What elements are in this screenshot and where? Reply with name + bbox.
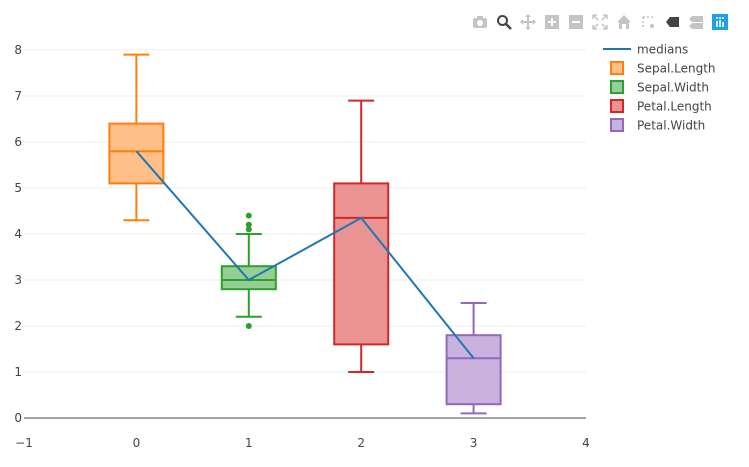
zoom-out-icon[interactable]: [567, 13, 585, 31]
y-tick-label: 4: [14, 227, 22, 241]
zoom-icon[interactable]: [495, 13, 513, 31]
modebar: [471, 12, 729, 32]
y-tick-label: 6: [14, 135, 22, 149]
y-tick-label: 3: [14, 273, 22, 287]
x-tick-label: 1: [245, 436, 253, 450]
legend-label: Sepal.Length: [637, 62, 716, 76]
box-iqr: [445, 334, 502, 406]
legend-swatch: [610, 99, 624, 113]
autoscale-icon[interactable]: [591, 13, 609, 31]
hover-closest-icon[interactable]: [663, 13, 681, 31]
box-sepal-length: [108, 53, 165, 222]
legend-swatch: [610, 80, 624, 94]
box-iqr: [108, 122, 165, 185]
reset-axes-icon[interactable]: [615, 13, 633, 31]
box-sepal-width: [220, 212, 277, 329]
medians-line: [135, 150, 475, 359]
hover-compare-icon[interactable]: [687, 13, 705, 31]
legend-label-medians: medians: [637, 43, 688, 57]
outlier-point: [245, 212, 252, 219]
legend-swatch: [610, 118, 624, 132]
y-tick-label: 8: [14, 43, 22, 57]
y-tick-label: 2: [14, 319, 22, 333]
y-tick-label: 1: [14, 365, 22, 379]
outlier-point: [245, 323, 252, 329]
y-tick-label: 7: [14, 89, 22, 103]
zoom-in-icon[interactable]: [543, 13, 561, 31]
x-tick-label: 4: [582, 436, 590, 450]
x-tick-label: 3: [470, 436, 478, 450]
pan-icon[interactable]: [519, 13, 537, 31]
legend-label: Petal.Width: [637, 119, 705, 133]
plotly-logo-icon[interactable]: [711, 13, 729, 31]
y-tick-label: 0: [14, 411, 22, 425]
spike-lines-icon[interactable]: [639, 13, 657, 31]
legend-label: Sepal.Width: [637, 81, 709, 95]
box-petal-width: [445, 302, 502, 415]
x-tick-label: −1: [15, 436, 33, 450]
outlier-point: [245, 221, 252, 228]
legend-label: Petal.Length: [637, 100, 712, 114]
x-tick-label: 0: [133, 436, 141, 450]
legend: medians Sepal.Length Sepal.Width Petal.Leng…: [603, 43, 716, 133]
box-petal-length: [333, 99, 390, 373]
camera-icon[interactable]: [471, 13, 489, 31]
x-tick-label: 2: [357, 436, 365, 450]
y-tick-label: 5: [14, 181, 22, 195]
legend-swatch: [610, 61, 624, 75]
box-iqr: [333, 182, 390, 346]
outlier-point: [245, 226, 252, 233]
